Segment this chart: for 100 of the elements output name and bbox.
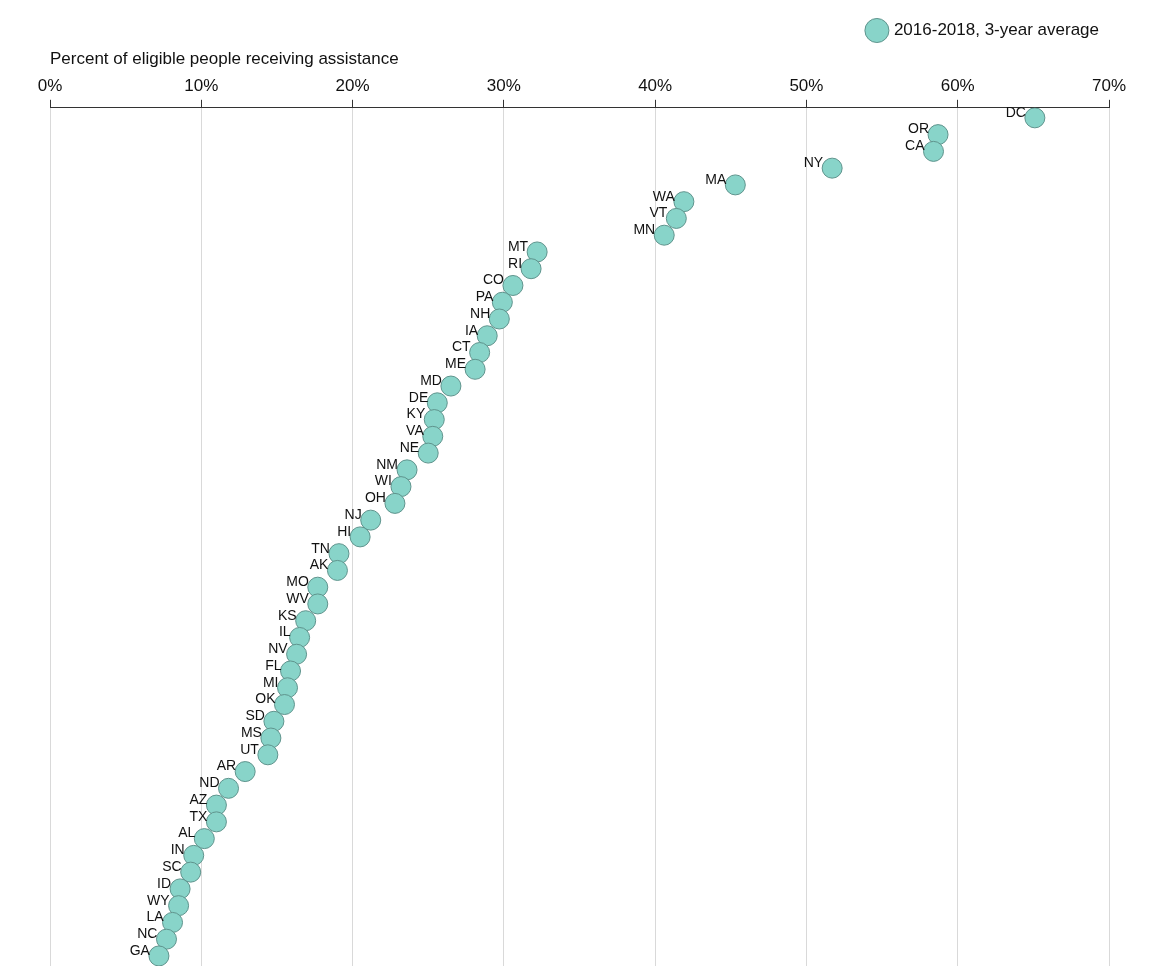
y-tick-label: ND [199, 774, 220, 791]
y-tick-label: WI [374, 472, 392, 489]
point [384, 492, 406, 514]
point [349, 526, 371, 548]
y-tick-label: NE [399, 438, 420, 455]
x-axis-title: Percent of eligible people receiving assistance [50, 48, 399, 68]
y-tick-label: LA [146, 908, 165, 925]
y-tick-label: NH [470, 304, 491, 321]
y-tick-label: DC [1005, 103, 1026, 120]
point [307, 576, 329, 598]
point [280, 660, 302, 682]
point [205, 811, 227, 833]
point [502, 274, 524, 296]
y-tick-label: AZ [189, 790, 208, 807]
point [1024, 107, 1046, 129]
point [724, 174, 746, 196]
point [491, 291, 513, 313]
point [183, 844, 205, 866]
point [440, 375, 462, 397]
x-tick-label: 0% [37, 76, 63, 96]
point [148, 945, 170, 966]
x-tick-label: 10% [184, 76, 219, 96]
legend-label: 2016-2018, 3-year average [893, 20, 1100, 40]
y-tick-label: RI [508, 254, 523, 271]
x-tick-label: 50% [789, 76, 824, 96]
point [307, 593, 329, 615]
y-tick-label: CA [905, 137, 926, 154]
x-tick-label: 30% [486, 76, 521, 96]
point [464, 358, 486, 380]
y-tick-label: ME [445, 355, 467, 372]
point [488, 308, 510, 330]
y-tick-label: NJ [344, 506, 362, 522]
point [234, 761, 256, 783]
y-tick-label: PA [475, 288, 494, 305]
y-tick-label: NC [137, 925, 158, 942]
point [673, 191, 695, 213]
point [162, 911, 184, 933]
y-tick-label: MI [262, 673, 279, 690]
y-tick-label: WV [286, 589, 310, 606]
y-tick-label: IL [278, 623, 291, 640]
point [526, 241, 548, 263]
point [476, 325, 498, 347]
point [180, 861, 202, 883]
point [653, 224, 675, 246]
y-tick-label: MA [705, 170, 727, 187]
y-tick-label: IA [464, 321, 479, 338]
point [289, 626, 311, 648]
point [295, 610, 317, 632]
y-tick-label: MD [420, 371, 442, 388]
y-tick-label: CO [482, 271, 505, 288]
point [218, 777, 240, 799]
point [923, 140, 945, 162]
point [326, 559, 348, 581]
point [469, 342, 491, 364]
y-tick-label: AK [309, 556, 330, 573]
y-tick-label: VT [649, 204, 668, 221]
y-tick-label: AL [178, 824, 196, 841]
point [360, 509, 382, 531]
y-tick-label: WA [652, 187, 676, 204]
point [263, 710, 285, 732]
y-tick-label: TX [189, 807, 209, 824]
point [260, 727, 282, 749]
y-tick-label: ID [157, 874, 172, 891]
y-tick-label: AR [216, 757, 237, 774]
point [927, 124, 949, 146]
point [193, 828, 215, 850]
point [422, 425, 444, 447]
point [168, 895, 190, 917]
y-tick-label: KS [277, 606, 297, 623]
point [155, 928, 177, 950]
x-tick-label: 70% [1091, 76, 1127, 96]
x-tick-label: 20% [335, 76, 370, 96]
x-tick-label: 60% [940, 76, 975, 96]
point [273, 694, 295, 716]
y-tick-label: SD [245, 707, 265, 724]
y-tick-label: FL [265, 656, 282, 673]
y-tick-label: NM [376, 455, 399, 472]
y-tick-label: OH [364, 489, 386, 506]
point [277, 677, 299, 699]
y-tick-label: MT [507, 237, 529, 254]
y-tick-label: OK [255, 690, 277, 707]
y-tick-label: OR [908, 120, 930, 137]
y-tick-label: VA [406, 422, 425, 439]
y-tick-label: KY [406, 405, 426, 422]
y-tick-label: MN [633, 221, 656, 238]
y-tick-label: MO [286, 573, 309, 590]
point [286, 643, 308, 665]
point [821, 157, 843, 179]
y-tick-label: HI [337, 522, 352, 539]
point [257, 744, 279, 766]
point [520, 258, 542, 280]
y-tick-label: TN [311, 539, 330, 556]
y-tick-label: UT [240, 740, 260, 757]
point [396, 459, 418, 481]
y-tick-label: IN [170, 841, 185, 858]
point [390, 476, 412, 498]
y-tick-label: SC [162, 857, 182, 874]
y-tick-label: GA [129, 941, 151, 958]
y-tick-label: NY [803, 154, 824, 170]
point [205, 794, 227, 816]
